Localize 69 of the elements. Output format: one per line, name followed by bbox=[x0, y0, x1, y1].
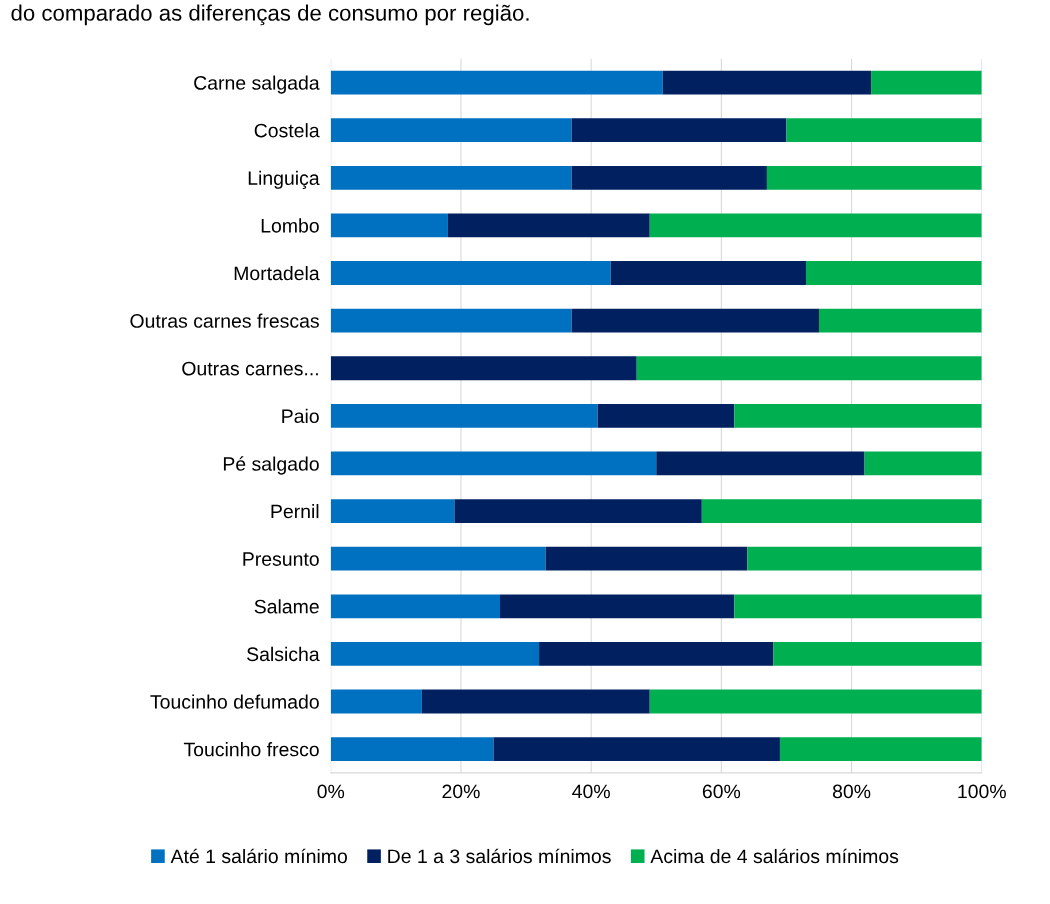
bar bbox=[330, 737, 494, 762]
y-tick-label: Carne salgada bbox=[194, 75, 320, 94]
y-tick-label: Outras carnes frescas bbox=[130, 313, 319, 328]
bar bbox=[766, 165, 982, 190]
bar bbox=[539, 641, 774, 666]
x-tick-label: 20% bbox=[442, 784, 480, 799]
bar bbox=[779, 737, 982, 762]
bar bbox=[571, 308, 819, 333]
x-tick-label: 100% bbox=[958, 784, 1006, 799]
y-tick-label: Outras carnes... bbox=[182, 361, 318, 376]
bar bbox=[447, 213, 650, 238]
y-tick-label: Pé salgado bbox=[223, 456, 319, 475]
bar bbox=[330, 261, 611, 285]
bar bbox=[773, 641, 982, 666]
bar bbox=[597, 403, 735, 428]
bar bbox=[662, 70, 872, 95]
y-tick-label: Costela bbox=[254, 123, 320, 138]
bar bbox=[864, 451, 982, 476]
x-tick-label: 80% bbox=[832, 784, 871, 799]
bar bbox=[330, 356, 637, 381]
bar bbox=[454, 499, 702, 523]
y-tick-label: Toucinho defumado bbox=[150, 694, 319, 709]
y-tick-label: Linguiça bbox=[248, 170, 320, 189]
bar bbox=[421, 689, 650, 714]
y-tick-label: Presunto bbox=[243, 552, 319, 566]
bar bbox=[330, 70, 663, 95]
legend-label: De 1 a 3 salários mínimos bbox=[388, 848, 611, 864]
bar bbox=[636, 356, 982, 381]
y-tick-label: Pernil bbox=[271, 504, 319, 519]
bar bbox=[819, 308, 982, 333]
bar bbox=[330, 594, 501, 619]
bar bbox=[330, 118, 572, 143]
bar bbox=[734, 594, 982, 619]
bar bbox=[330, 641, 540, 666]
bar bbox=[610, 261, 806, 285]
y-tick-label: Lombo bbox=[261, 218, 319, 233]
bar bbox=[571, 165, 767, 190]
y-tick-label: Toucinho fresco bbox=[183, 742, 319, 757]
text: do comparado as diferenças de consumo por região. bbox=[11, 4, 529, 26]
x-tick-label: 40% bbox=[572, 784, 610, 799]
bar bbox=[330, 165, 572, 190]
bar bbox=[805, 261, 982, 285]
bar bbox=[330, 308, 572, 333]
bar bbox=[571, 118, 787, 143]
bar bbox=[330, 689, 422, 714]
y-tick-label: Salsicha bbox=[247, 646, 320, 662]
bar bbox=[734, 403, 982, 428]
bar bbox=[649, 689, 982, 714]
bar bbox=[330, 499, 455, 523]
bar bbox=[747, 546, 982, 571]
x-tick-label: 60% bbox=[702, 784, 741, 799]
y-tick-label: Salame bbox=[254, 599, 319, 614]
bar bbox=[701, 499, 982, 523]
bar bbox=[656, 451, 865, 476]
bar bbox=[786, 118, 982, 143]
y-tick-label: Paio bbox=[282, 408, 319, 424]
bar bbox=[330, 403, 598, 428]
x-tick-label: 0% bbox=[317, 784, 345, 799]
y-tick-label: Mortadela bbox=[234, 265, 320, 281]
bar bbox=[500, 594, 735, 619]
bar bbox=[493, 737, 780, 762]
bar bbox=[545, 546, 748, 571]
bar bbox=[330, 451, 657, 476]
bar bbox=[330, 213, 448, 238]
bar bbox=[871, 70, 982, 95]
legend-label: Até 1 salário mínimo bbox=[170, 848, 347, 864]
bar bbox=[649, 213, 982, 238]
legend-label: Acima de 4 salários mínimos bbox=[650, 848, 899, 864]
bar bbox=[330, 546, 546, 571]
